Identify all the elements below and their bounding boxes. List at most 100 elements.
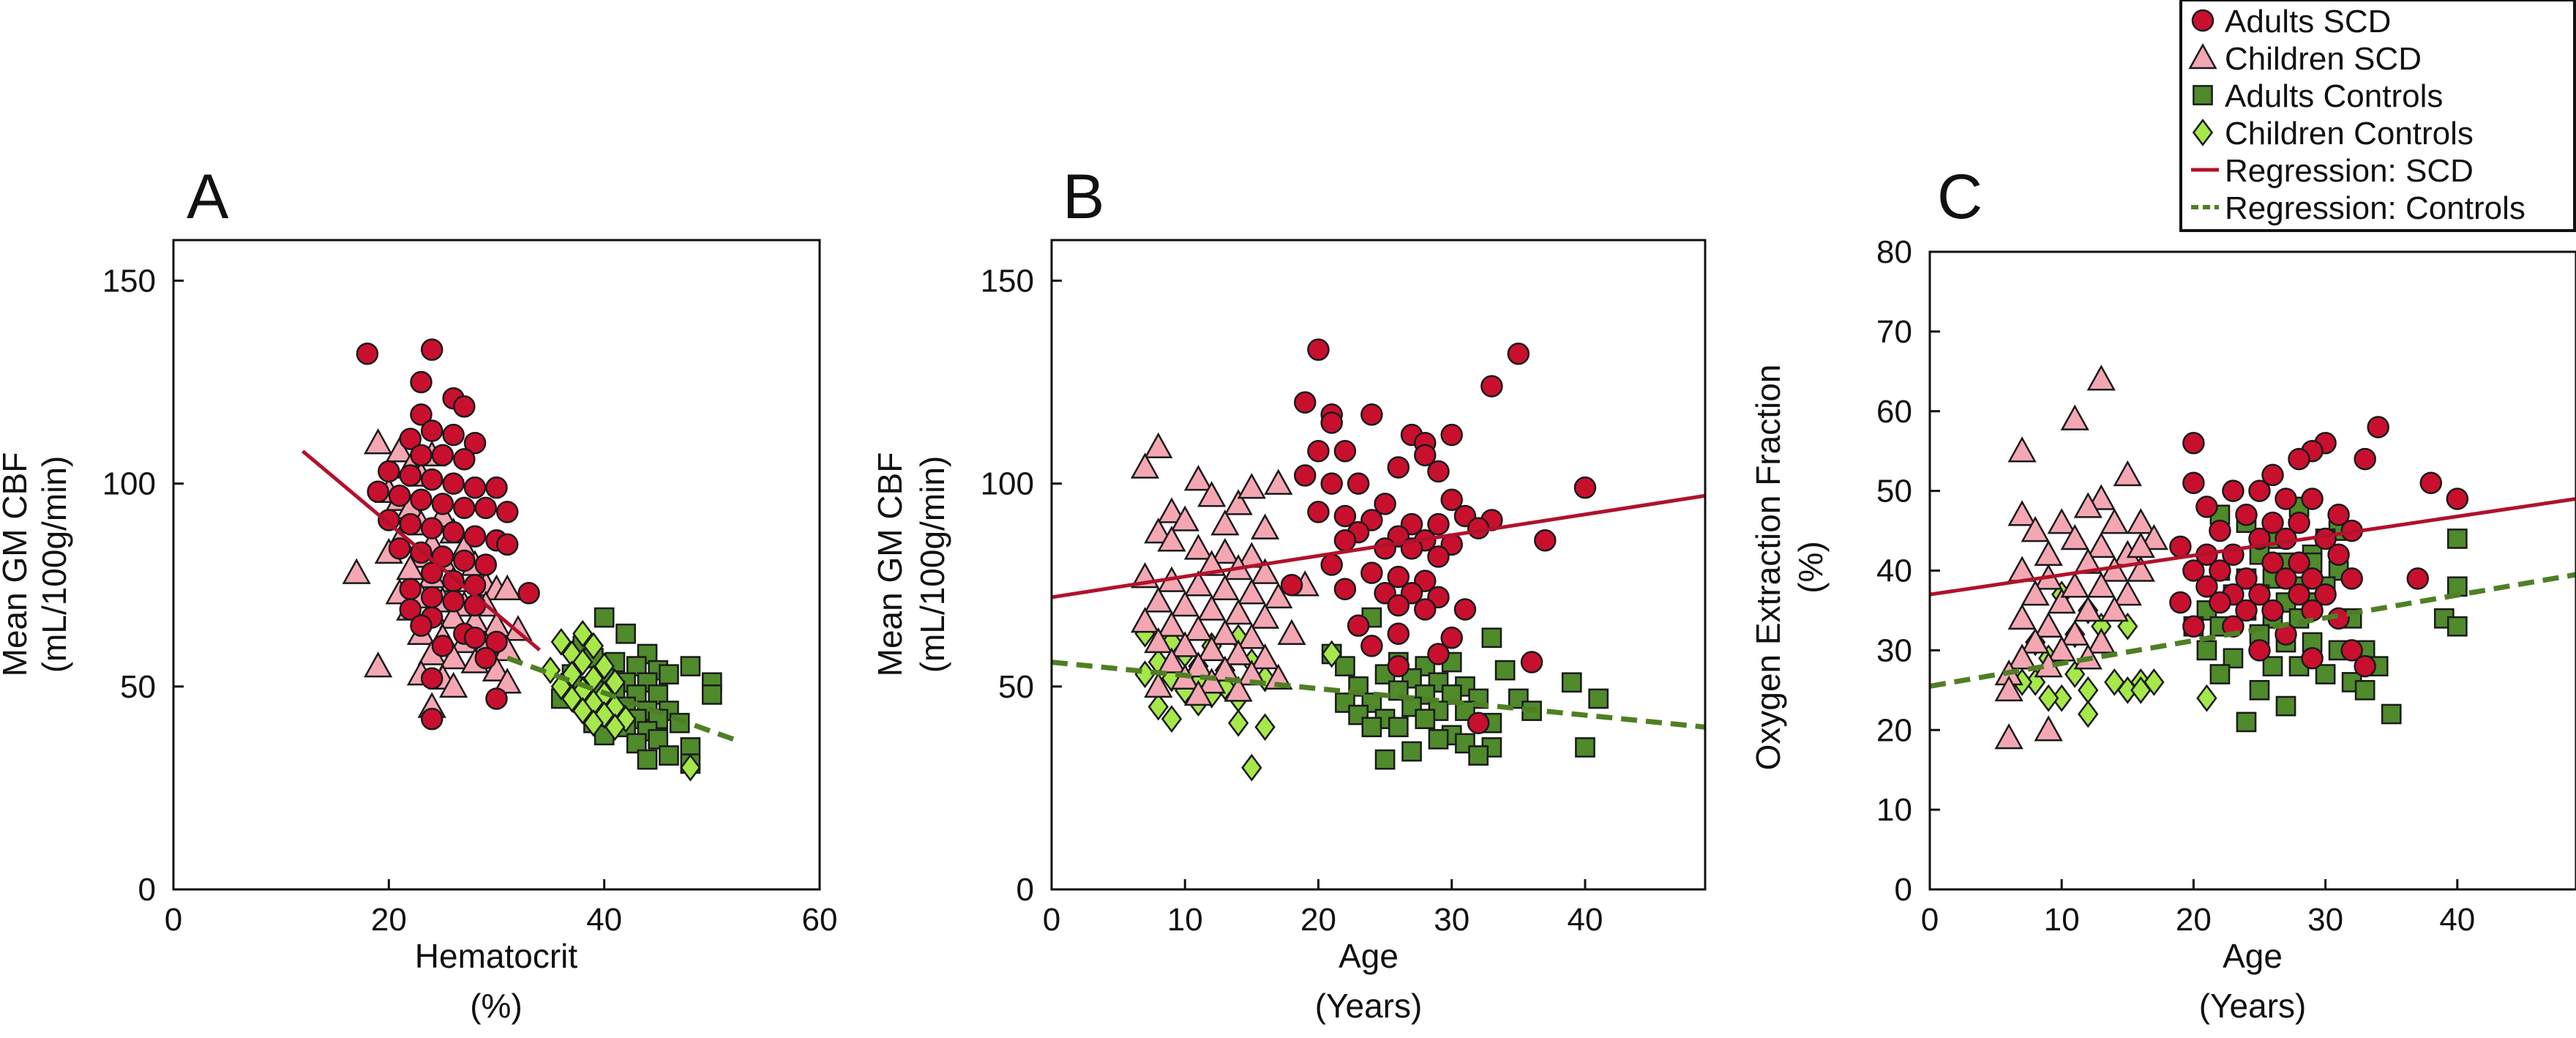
legend-label-5: Regression: Controls [2225, 190, 2526, 226]
panel-b-regression-scd-line [1052, 493, 1705, 600]
panel-c-children-scd-point-19 [2007, 556, 2037, 582]
panel-c-xlabel-units: (Years) [2199, 987, 2307, 1025]
panel-a-ytick-label-2: 100 [102, 466, 156, 502]
panel-b-adults-scd-point-32 [1333, 529, 1357, 552]
panel-b-adults-controls-point-6 [1335, 656, 1355, 676]
panel-a-ylabel-units: (mL/100g/min) [35, 456, 73, 673]
panel-b-adults-scd-point-2 [1480, 375, 1503, 397]
panel-a-regression-controls-line [506, 655, 735, 742]
panel-b-adults-scd-point-54 [1387, 654, 1410, 678]
panel-c-children-controls-point-14 [2038, 684, 2059, 712]
panel-c-adults-controls-point-45 [2275, 695, 2296, 717]
panel-a-adults-scd-point-33 [388, 537, 411, 560]
panel-b-adults-scd-point-13 [1387, 456, 1410, 479]
panel-b-xlabel: Age [1338, 937, 1399, 975]
panel-c-children-scd-point-35 [2007, 643, 2037, 670]
panel-c-adults-scd-point-44 [2235, 599, 2258, 622]
panel-c-children-scd-point-23 [2113, 580, 2142, 606]
panel-b-adults-controls-point-7 [1494, 660, 1516, 681]
panel-a-children-controls-point-21 [680, 753, 701, 782]
panel-c-children-scd-point-22 [2086, 572, 2116, 598]
panel-c-children-scd-point-15 [2034, 539, 2063, 566]
legend-box [2179, 0, 2576, 232]
panel-c-ytick-label-0: 0 [1895, 872, 1912, 908]
panel-c-adults-scd-point-17 [2288, 511, 2310, 534]
panel-c-children-controls-point-15 [2078, 700, 2099, 728]
panel-c-adults-scd-point-52 [2248, 639, 2271, 662]
panel-b-children-scd-point-2 [1183, 465, 1213, 491]
panel-c-adults-controls-point-40 [2209, 664, 2231, 684]
panel-a-ytick-label-0: 0 [138, 872, 156, 908]
panel-c-ticks: 0 10 20 30 40 0 10 20 30 40 50 60 70 80 [1876, 234, 2475, 938]
panel-a-adults-scd-point-16 [442, 472, 465, 495]
panel-a-adults-scd-point-40 [463, 573, 487, 597]
panel-b-children-scd-point-33 [1210, 619, 1240, 645]
panel-b-ytick-label-2: 100 [981, 466, 1034, 502]
panel-c-adults-controls-point-39 [2315, 664, 2336, 684]
panel-b-adults-scd-point-21 [1333, 504, 1357, 528]
panel-b-axes-frame [1050, 239, 1707, 891]
panel-b-children-scd-point-31 [1157, 611, 1186, 637]
panel-b-adults-controls-point-12 [1561, 672, 1582, 693]
panel-b-children-scd-point-6 [1157, 497, 1186, 523]
panel-c-children-scd-point-33 [2047, 635, 2076, 662]
legend-label-4: Regression: SCD [2225, 153, 2474, 189]
panel-a-adults-scd-point-27 [399, 512, 422, 536]
panel-c-adults-scd-point-37 [2195, 575, 2218, 598]
legend-item-2: Adults Controls [2193, 78, 2443, 114]
panel-c-adults-scd-point-45 [2261, 599, 2284, 622]
panel-c-adults-controls-point-46 [2236, 712, 2257, 733]
panel-b-adults-scd-point-16 [1320, 472, 1343, 495]
panel-c-xtick-label-1: 10 [2044, 902, 2080, 938]
panel-a-children-controls-point-6 [539, 656, 561, 684]
panel-a-adults-scd-point-24 [474, 496, 498, 520]
panel-c-children-scd-point-26 [2073, 595, 2103, 622]
panel-a-adults-scd-point-20 [388, 485, 411, 507]
panel-a-adults-controls-point-1 [615, 623, 636, 644]
panel-a-adults-scd-point-36 [453, 549, 476, 572]
panel-b-children-controls-point-20 [1227, 709, 1249, 737]
panel-a-adults-scd-point-29 [442, 520, 465, 544]
panel-b-xtick-label-4: 40 [1568, 902, 1603, 938]
panel-b-adults-scd-point-56 [1534, 529, 1557, 552]
panel-c-adults-scd-point-51 [2340, 639, 2363, 662]
panel-a-children-controls-point-17 [594, 701, 615, 729]
panel-a-adults-scd-point-38 [420, 561, 443, 584]
panel-c-ytick-label-5: 50 [1876, 474, 1912, 509]
panel-a-adults-controls-point-20 [701, 684, 722, 705]
panel-c-children-scd-point-8 [2100, 508, 2129, 534]
panel-b-adults-scd-point-55 [1467, 712, 1490, 734]
panel-a-adults-scd-point-10 [410, 444, 433, 467]
panel-a-regression-scd-line [301, 449, 541, 651]
panel-c-adults-scd-point-13 [2446, 488, 2469, 510]
panel-a-children-scd-point-32 [439, 602, 468, 629]
legend-swatch-1 [2188, 42, 2217, 70]
panel-a-children-controls-point-5 [594, 652, 615, 680]
panel-b-adults-controls-point-1 [1481, 627, 1502, 649]
panel-b: B 0 10 20 30 40 0 50 100 150 Age (Years) Mean GM… [871, 162, 1707, 1025]
panel-a-adults-scd-point-21 [410, 488, 433, 512]
panel-b-ticks: 0 10 20 30 40 0 50 100 150 [981, 263, 1603, 938]
panel-a-adults-scd-point-53 [474, 646, 498, 670]
panel-c-adults-scd-point-30 [2182, 559, 2205, 582]
panel-a-adults-controls-point-7 [680, 656, 701, 676]
panel-a-xtick-label-2: 40 [586, 902, 622, 938]
panel-c-children-scd-point-39 [1994, 723, 2023, 750]
panel-b-adults-scd-point-35 [1427, 545, 1450, 568]
panel-c-xtick-label-0: 0 [1921, 902, 1939, 938]
panel-b-adults-scd-point-25 [1427, 512, 1450, 536]
panel-c-ytick-label-2: 20 [1876, 712, 1912, 748]
panel-a-adults-scd-point-2 [410, 370, 433, 394]
panel-a-adults-scd-point-56 [420, 707, 443, 731]
panel-letter-b: B [1063, 162, 1104, 232]
panel-a-adults-scd-point-0 [356, 342, 379, 365]
panel-a-ticks: 0 20 40 60 0 50 100 150 [102, 263, 838, 938]
legend-label-2: Adults Controls [2225, 78, 2443, 114]
legend-label-3: Children Controls [2225, 116, 2474, 152]
panel-a-axes-frame [172, 239, 821, 891]
panel-c-adults-scd-point-28 [2288, 551, 2310, 574]
panel-c-children-scd-point-27 [2100, 595, 2129, 622]
panel-c-children-scd-point-24 [2021, 580, 2050, 606]
panel-a-adults-scd-point-9 [463, 431, 487, 455]
